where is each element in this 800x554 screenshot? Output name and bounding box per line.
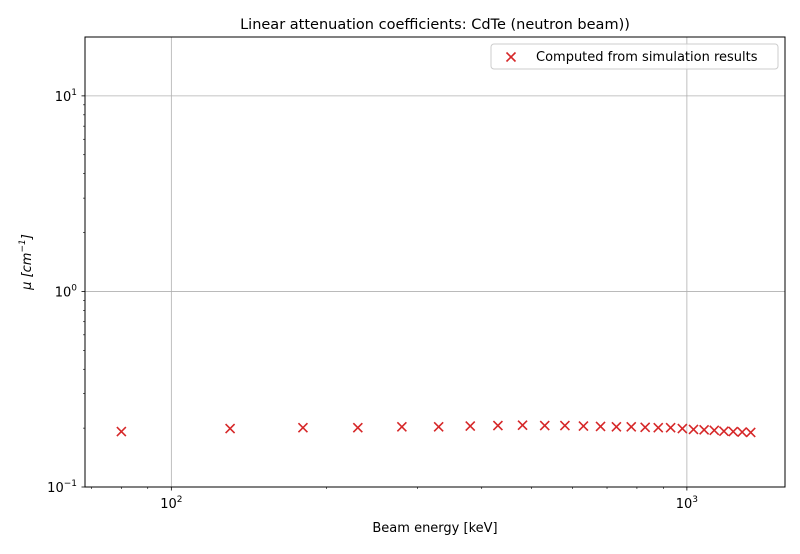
data-point-stroke	[709, 425, 720, 436]
y-axis-label: μ [cm−1]	[18, 234, 35, 291]
y-axis-label-close: ]	[20, 234, 35, 240]
data-point	[539, 420, 550, 431]
data-point	[559, 420, 570, 431]
data-point	[396, 421, 407, 432]
data-point	[517, 420, 528, 431]
data-point-stroke	[611, 421, 622, 432]
legend-marker-stroke	[505, 51, 517, 63]
data-point-stroke	[116, 426, 127, 437]
data-point	[688, 424, 699, 435]
data-point	[225, 423, 236, 434]
data-point-stroke	[539, 420, 550, 431]
data-point	[677, 423, 688, 434]
y-axis-label-superscript: −1	[18, 239, 28, 252]
data-point-stroke	[688, 424, 699, 435]
data-point-stroke	[595, 421, 606, 432]
data-point-stroke	[492, 420, 503, 431]
data-point-stroke	[465, 420, 476, 432]
x-tick-label: 102	[160, 495, 182, 512]
data-point	[297, 422, 309, 433]
data-point	[718, 426, 730, 437]
data-point	[578, 420, 589, 432]
x-tick-label: 103	[676, 495, 698, 512]
data-point	[611, 421, 622, 432]
data-point-stroke	[517, 420, 528, 431]
data-point-stroke	[665, 422, 676, 433]
data-point	[653, 422, 664, 433]
data-point	[699, 424, 710, 435]
data-point-stroke	[297, 422, 309, 433]
data-point-stroke	[578, 420, 589, 432]
data-point-stroke	[699, 424, 710, 435]
data-point-stroke	[653, 422, 664, 433]
y-tick-label: 10−1	[47, 479, 77, 496]
data-point-stroke	[718, 426, 730, 437]
chart-title: Linear attenuation coefficients: CdTe (n…	[240, 17, 630, 33]
legend-box	[490, 43, 779, 70]
legend-label: Computed from simulation results	[536, 50, 758, 65]
x-axis-label: Beam energy [keV]	[372, 521, 497, 536]
y-tick-label: 101	[55, 88, 77, 105]
data-point-stroke	[433, 421, 444, 432]
data-point-stroke	[352, 422, 363, 433]
data-point-stroke	[396, 421, 407, 432]
data-point-stroke	[559, 420, 570, 431]
legend-marker	[505, 51, 517, 63]
data-point	[728, 426, 739, 437]
data-point	[492, 420, 503, 431]
legend: Computed from simulation results	[490, 43, 779, 70]
data-point	[595, 421, 606, 432]
y-axis-label-main: μ [cm	[20, 253, 35, 291]
data-point-stroke	[626, 421, 637, 432]
data-point	[352, 422, 363, 433]
data-point-stroke	[677, 423, 688, 434]
y-tick-label: 100	[55, 283, 78, 300]
data-point	[745, 427, 756, 438]
data-point	[665, 422, 676, 433]
data-point-stroke	[728, 426, 739, 437]
data-point	[433, 421, 444, 432]
data-point-stroke	[745, 427, 756, 438]
data-point	[626, 421, 637, 432]
data-point	[709, 425, 720, 436]
data-point-stroke	[225, 423, 236, 434]
data-point	[465, 420, 476, 432]
data-point	[640, 422, 651, 433]
data-point	[116, 426, 127, 437]
data-points	[116, 420, 756, 438]
data-point-stroke	[737, 426, 748, 438]
plot-area-frame	[84, 36, 786, 488]
data-point	[737, 426, 748, 438]
data-point-stroke	[640, 422, 651, 433]
axis-ticks: 102 103 10−1 100 101	[47, 88, 698, 512]
